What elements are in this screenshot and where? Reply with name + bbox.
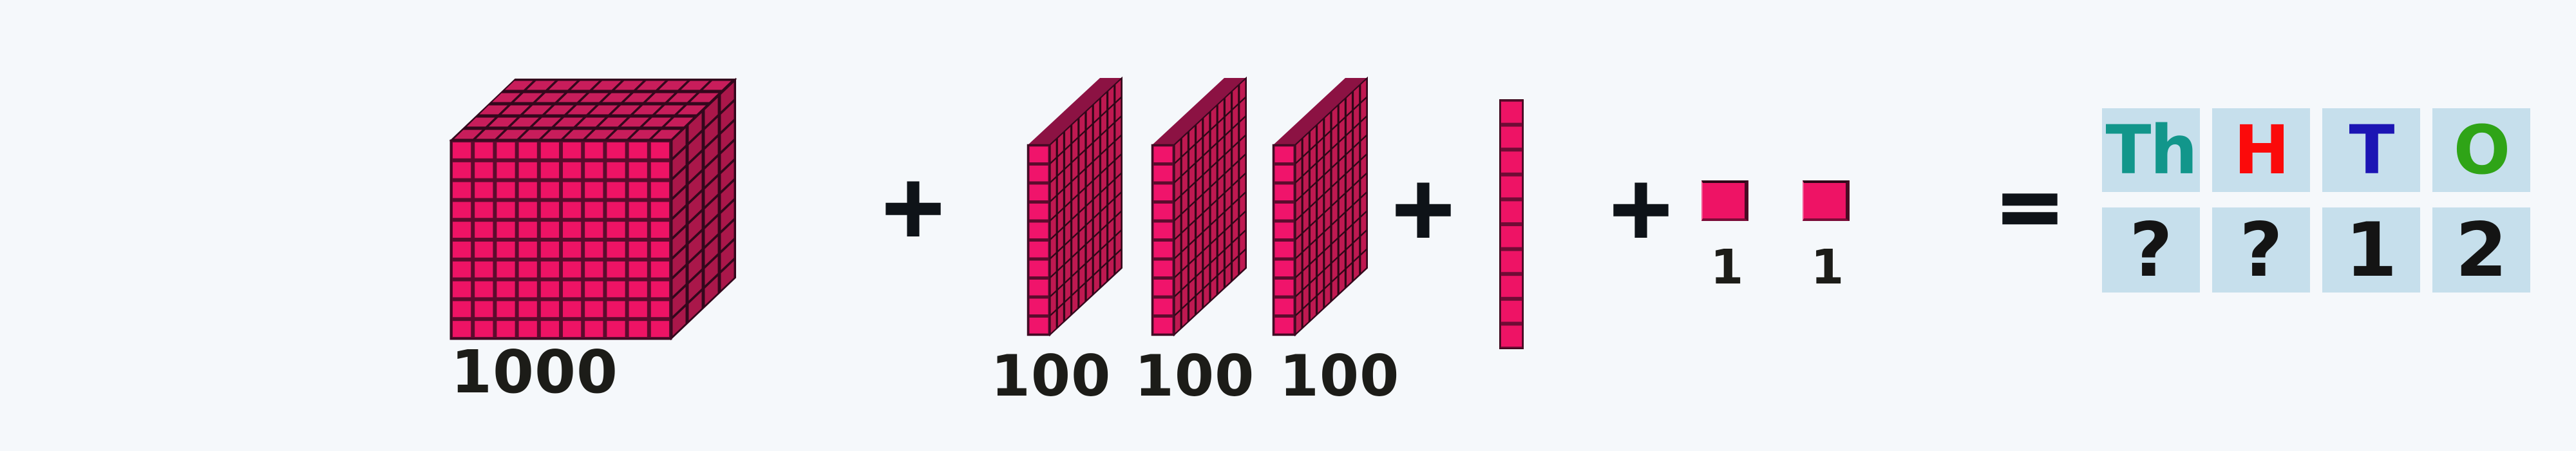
unit-block-label-2: 1 bbox=[1810, 240, 1845, 295]
header-cell-thousands: Th bbox=[2102, 108, 2200, 192]
value-cell-tens: 1 bbox=[2322, 207, 2420, 294]
unit-block-label-1: 1 bbox=[1710, 240, 1745, 295]
header-cell-ones: O bbox=[2432, 108, 2530, 192]
thousand-block-label: 1000 bbox=[451, 338, 619, 407]
plus-operator-1: + bbox=[877, 157, 950, 255]
flat-edge-strip bbox=[1151, 144, 1175, 336]
flat-edge-strip bbox=[1027, 144, 1051, 336]
hundred-flat-graphic-1 bbox=[1027, 76, 1122, 337]
thousand-block-graphic bbox=[449, 77, 737, 341]
flat-top-face bbox=[1028, 78, 1122, 145]
hundred-flat-graphic-3 bbox=[1272, 76, 1368, 337]
equals-operator: = bbox=[1994, 157, 2067, 255]
header-cell-hundreds: H bbox=[2212, 108, 2310, 192]
plus-operator-3: + bbox=[1605, 158, 1678, 256]
unit-block-1 bbox=[1701, 180, 1748, 221]
place-value-table: Th H T O ? ? 1 2 bbox=[2102, 108, 2530, 294]
hundred-flat-label-2: 100 bbox=[1134, 343, 1255, 409]
flat-edge-strip bbox=[1272, 144, 1296, 336]
cube-front-face bbox=[450, 139, 672, 340]
value-cell-ones: 2 bbox=[2432, 207, 2530, 294]
value-cell-hundreds: ? bbox=[2212, 207, 2310, 294]
rod-body bbox=[1499, 99, 1524, 349]
hundred-flat-graphic-2 bbox=[1151, 76, 1247, 337]
hundred-flat-label-3: 100 bbox=[1279, 343, 1400, 409]
hundred-flat-label-1: 100 bbox=[990, 343, 1112, 409]
flat-top-face bbox=[1273, 78, 1367, 145]
value-cell-thousands: ? bbox=[2102, 207, 2200, 294]
flat-top-face bbox=[1152, 78, 1246, 145]
ten-rod-graphic bbox=[1499, 99, 1524, 349]
plus-operator-2: + bbox=[1387, 158, 1460, 256]
unit-block-2 bbox=[1803, 180, 1850, 221]
header-cell-tens: T bbox=[2322, 108, 2420, 192]
